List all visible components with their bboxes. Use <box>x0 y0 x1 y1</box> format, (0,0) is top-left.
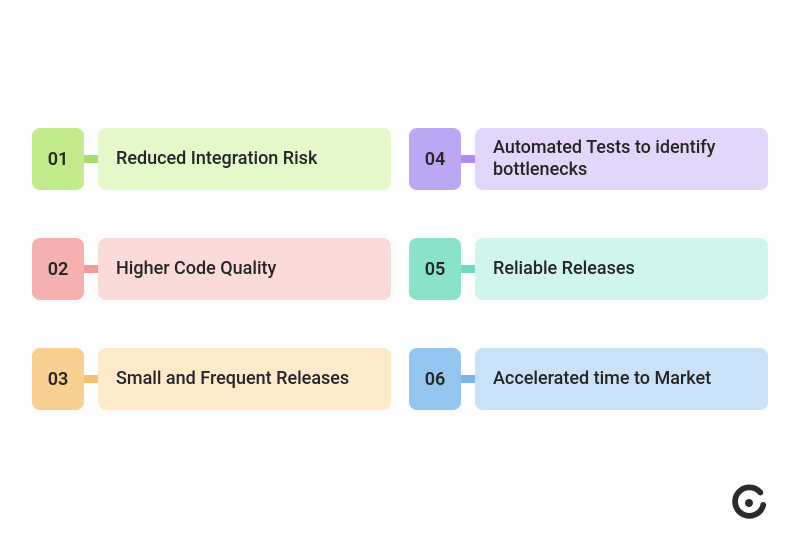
benefit-item: 02Higher Code Quality <box>32 238 391 300</box>
connector-bar <box>461 265 475 273</box>
benefit-label: Small and Frequent Releases <box>98 348 391 410</box>
connector-bar <box>84 265 98 273</box>
benefit-label: Accelerated time to Market <box>475 348 768 410</box>
benefit-item: 06Accelerated time to Market <box>409 348 768 410</box>
benefit-label: Reduced Integration Risk <box>98 128 391 190</box>
benefits-grid: 01Reduced Integration Risk 04Automated Te… <box>32 128 768 410</box>
benefit-number: 02 <box>32 238 84 300</box>
benefit-label: Reliable Releases <box>475 238 768 300</box>
connector-bar <box>461 155 475 163</box>
benefit-number: 06 <box>409 348 461 410</box>
brand-logo <box>730 484 768 522</box>
benefit-label: Automated Tests to identify bottlenecks <box>475 128 768 190</box>
connector-bar <box>84 375 98 383</box>
benefit-item: 01Reduced Integration Risk <box>32 128 391 190</box>
benefit-label: Higher Code Quality <box>98 238 391 300</box>
benefit-item: 05Reliable Releases <box>409 238 768 300</box>
benefit-number: 05 <box>409 238 461 300</box>
benefit-number: 04 <box>409 128 461 190</box>
connector-bar <box>461 375 475 383</box>
connector-bar <box>84 155 98 163</box>
benefit-number: 01 <box>32 128 84 190</box>
benefit-number: 03 <box>32 348 84 410</box>
benefit-item: 03Small and Frequent Releases <box>32 348 391 410</box>
benefit-item: 04Automated Tests to identify bottleneck… <box>409 128 768 190</box>
